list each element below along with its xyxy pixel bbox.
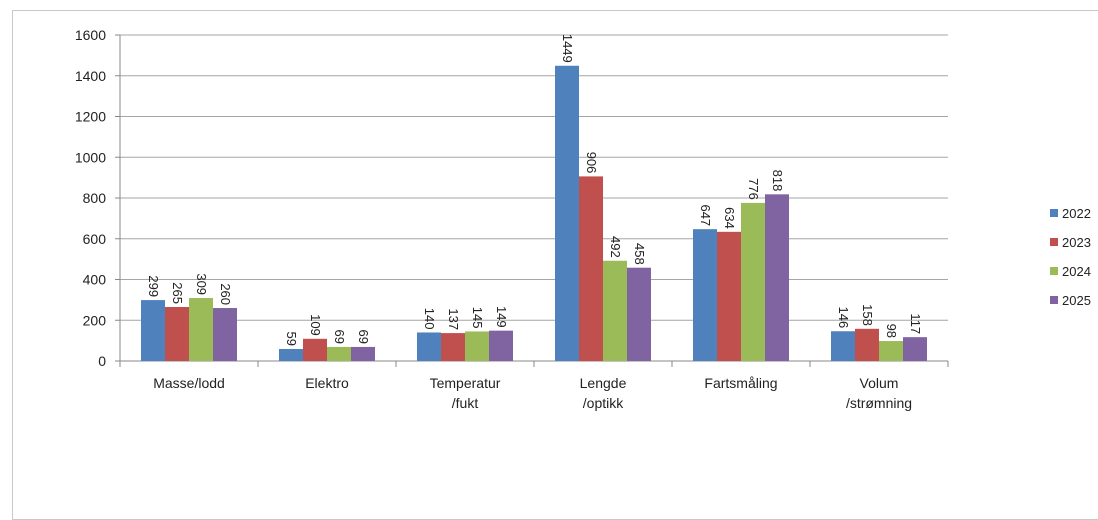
data-label: 492 xyxy=(608,236,623,258)
bar-2024 xyxy=(189,298,213,361)
category-label: /optikk xyxy=(583,395,624,411)
bar-2022 xyxy=(693,229,717,361)
y-tick-label: 800 xyxy=(83,190,107,206)
bar-2024 xyxy=(327,346,351,361)
data-label: 634 xyxy=(722,207,737,229)
bar-2025 xyxy=(627,267,651,361)
bar-2023 xyxy=(579,176,603,361)
category-label: Masse/lodd xyxy=(153,375,225,391)
bar-2022 xyxy=(141,300,165,361)
data-label: 145 xyxy=(470,307,485,329)
data-label: 299 xyxy=(146,275,161,297)
data-label: 69 xyxy=(356,329,371,343)
data-label: 146 xyxy=(836,307,851,329)
y-tick-label: 1200 xyxy=(75,109,106,125)
data-label: 309 xyxy=(194,273,209,295)
bar-chart: 0 200 400 600 800 1000 1200 1400 1600 299 265 309 26… xyxy=(75,27,1091,411)
y-tick-label: 200 xyxy=(83,312,107,328)
data-label: 260 xyxy=(218,283,233,305)
data-label: 265 xyxy=(170,282,185,304)
y-tick-label: 400 xyxy=(83,272,107,288)
bar-2025 xyxy=(213,308,237,361)
data-label: 1449 xyxy=(560,34,575,63)
legend-swatch xyxy=(1050,209,1058,217)
data-label: 776 xyxy=(746,178,761,200)
bar-2023 xyxy=(165,307,189,361)
bar-2024 xyxy=(465,331,489,361)
data-label: 818 xyxy=(770,170,785,192)
legend-swatch xyxy=(1050,267,1058,275)
category-label: Elektro xyxy=(305,375,349,391)
bar-2024 xyxy=(879,341,903,361)
legend-swatch xyxy=(1050,296,1058,304)
bar-2022 xyxy=(555,65,579,362)
data-label: 98 xyxy=(884,324,899,338)
category-label: Fartsmåling xyxy=(704,375,777,391)
category-label: Volum xyxy=(860,375,899,391)
y-tick-label: 0 xyxy=(98,353,106,369)
bar-2023 xyxy=(717,231,741,361)
data-label: 109 xyxy=(308,314,323,336)
bar-2022 xyxy=(279,348,303,361)
bar-2025 xyxy=(765,194,789,361)
bar-2023 xyxy=(855,328,879,361)
bar-2025 xyxy=(351,346,375,361)
bar-2022 xyxy=(831,331,855,361)
legend-label: 2024 xyxy=(1062,264,1091,279)
legend-label: 2023 xyxy=(1062,235,1091,250)
y-tick-label: 1400 xyxy=(75,68,106,84)
legend-label: 2025 xyxy=(1062,293,1091,308)
legend-swatch xyxy=(1050,238,1058,246)
category-label: Lengde xyxy=(580,375,627,391)
data-label: 140 xyxy=(422,308,437,330)
category-label: /fukt xyxy=(452,395,479,411)
data-label: 149 xyxy=(494,306,509,328)
bar-2025 xyxy=(903,337,927,361)
category-label: /strømning xyxy=(846,395,912,411)
data-label: 906 xyxy=(584,152,599,174)
bar-2025 xyxy=(489,330,513,361)
data-label: 137 xyxy=(446,308,461,330)
y-tick-label: 1000 xyxy=(75,149,106,165)
legend-label: 2022 xyxy=(1062,206,1091,221)
bar-2022 xyxy=(417,332,441,361)
y-tick-label: 600 xyxy=(83,231,107,247)
data-label: 117 xyxy=(908,313,923,334)
data-label: 59 xyxy=(284,332,299,346)
category-label: Temperatur xyxy=(430,375,501,391)
bar-2024 xyxy=(603,260,627,361)
bar-2023 xyxy=(303,338,327,361)
data-label: 158 xyxy=(860,304,875,326)
data-label: 69 xyxy=(332,329,347,343)
data-label: 458 xyxy=(632,243,647,265)
bar-2024 xyxy=(741,202,765,361)
y-tick-label: 1600 xyxy=(75,27,106,43)
bar-2023 xyxy=(441,333,465,361)
data-label: 647 xyxy=(698,204,713,226)
